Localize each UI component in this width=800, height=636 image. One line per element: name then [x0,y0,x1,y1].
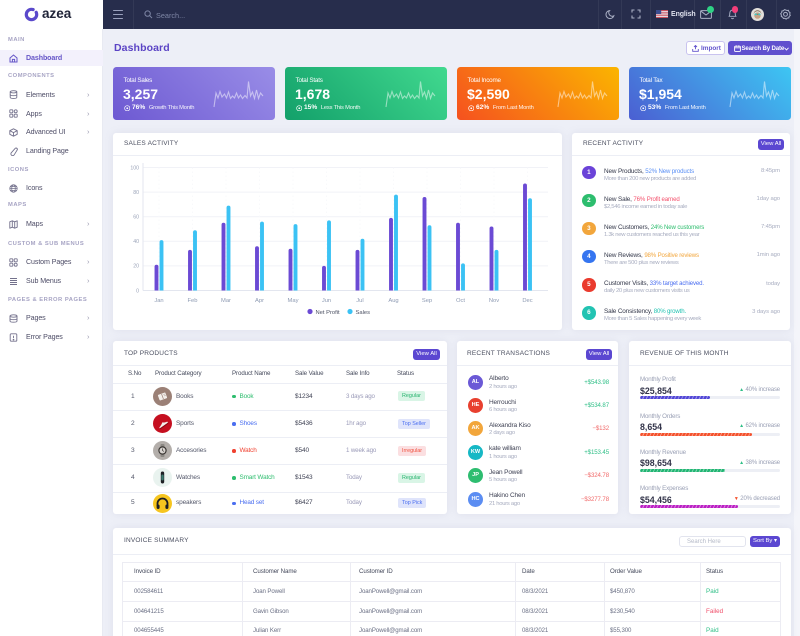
svg-text:100: 100 [130,165,139,171]
svg-text:Mar: Mar [221,298,231,304]
svg-text:20: 20 [133,264,139,270]
svg-text:80: 80 [133,190,139,196]
svg-text:60: 60 [133,215,139,221]
svg-text:40: 40 [133,239,139,245]
svg-text:Sep: Sep [422,298,432,304]
svg-text:May: May [288,298,299,304]
svg-text:Jul: Jul [356,298,363,304]
svg-text:Aug: Aug [388,298,398,304]
svg-text:Jun: Jun [322,298,331,304]
svg-text:Nov: Nov [489,298,499,304]
svg-text:0: 0 [136,288,139,294]
svg-text:Net Profit: Net Profit [316,310,341,316]
svg-text:Oct: Oct [456,298,465,304]
svg-text:Dec: Dec [522,298,532,304]
svg-text:Feb: Feb [188,298,198,304]
svg-text:Apr: Apr [255,298,264,304]
svg-text:Sales: Sales [356,310,371,316]
svg-text:Jan: Jan [154,298,163,304]
